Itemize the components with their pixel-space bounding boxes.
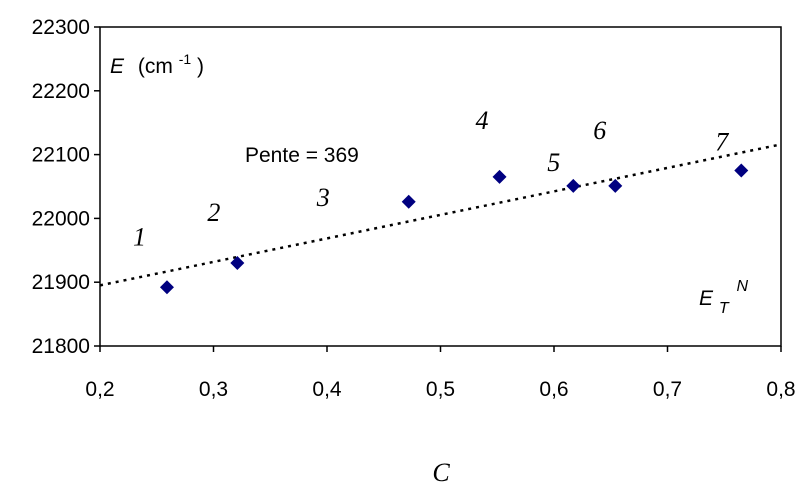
y-axis-label-unit-exponent: -1 bbox=[179, 51, 192, 67]
corner-label-superscript: N bbox=[736, 278, 748, 295]
data-point-diamond bbox=[608, 178, 623, 193]
point-number-label: 5 bbox=[547, 148, 560, 177]
data-point-diamond bbox=[566, 178, 581, 193]
y-tick-label: 22000 bbox=[32, 207, 90, 230]
y-axis-label-unit: (cm bbox=[138, 55, 173, 78]
y-tick-label: 22200 bbox=[32, 80, 90, 103]
point-number-label: 3 bbox=[316, 183, 330, 212]
x-tick-label: 0,4 bbox=[312, 378, 342, 401]
pente-annotation: Pente = 369 bbox=[245, 144, 359, 167]
point-number-label: 6 bbox=[593, 116, 606, 145]
y-tick-label: 21800 bbox=[32, 335, 90, 358]
point-number-label: 7 bbox=[715, 128, 729, 157]
point-number-label: 4 bbox=[476, 106, 489, 135]
data-point-diamond bbox=[401, 194, 416, 209]
x-tick-label: 0,2 bbox=[85, 378, 114, 401]
data-point-diamond bbox=[492, 169, 507, 184]
x-tick-label: 0,8 bbox=[766, 378, 795, 401]
y-axis-label: E (cm -1 ) bbox=[110, 46, 204, 78]
y-axis-label-unit-close: ) bbox=[197, 55, 204, 78]
y-tick-label: 22300 bbox=[32, 16, 90, 39]
x-axis: 0,2 0,3 0,4 0,5 0,6 0,7 0,8 bbox=[85, 346, 796, 401]
x-tick-label: 0,7 bbox=[653, 378, 682, 401]
data-points bbox=[159, 163, 749, 295]
y-axis: 21800 21900 22000 22100 22200 22300 bbox=[32, 16, 100, 358]
x-tick-label: 0,3 bbox=[199, 378, 228, 401]
point-labels: 1 2 3 4 5 6 7 bbox=[133, 106, 729, 251]
data-point-diamond bbox=[159, 280, 174, 295]
data-point-diamond bbox=[734, 163, 749, 178]
x-tick-label: 0,6 bbox=[539, 378, 568, 401]
x-axis-title: C bbox=[432, 458, 450, 487]
corner-label-subscript: T bbox=[719, 300, 730, 317]
plot-area bbox=[99, 26, 782, 347]
point-number-label: 1 bbox=[133, 222, 146, 251]
corner-label-main: E bbox=[699, 287, 714, 310]
data-point-diamond bbox=[230, 256, 245, 271]
point-number-label: 2 bbox=[207, 198, 220, 227]
corner-label: E T N bbox=[699, 278, 748, 318]
x-tick-label: 0,5 bbox=[426, 378, 455, 401]
y-axis-label-main: E bbox=[110, 55, 125, 78]
y-tick-label: 22100 bbox=[32, 144, 90, 167]
y-tick-label: 21900 bbox=[32, 271, 90, 294]
